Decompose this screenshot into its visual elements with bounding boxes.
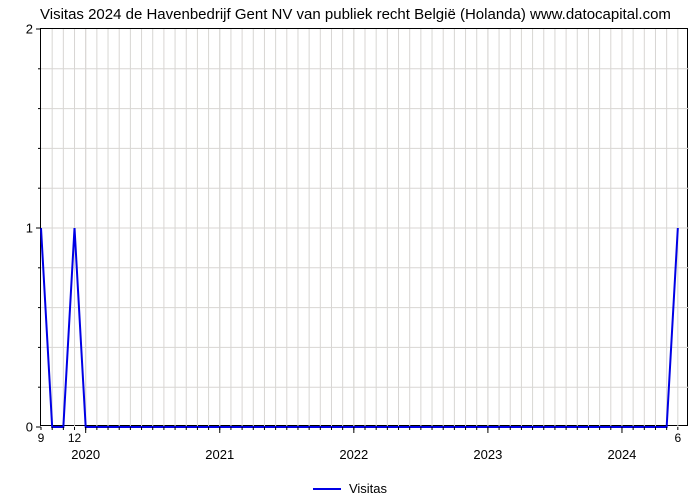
x-tick-label-major: 2022 xyxy=(339,447,368,462)
y-tick-label: 2 xyxy=(26,22,33,37)
x-tick-label-minor: 12 xyxy=(68,431,81,445)
x-tick-label-minor: 9 xyxy=(38,431,45,445)
plot-area: 012202020212022202320249126 xyxy=(40,28,688,426)
legend-swatch xyxy=(313,488,341,490)
chart-title: Visitas 2024 de Havenbedrijf Gent NV van… xyxy=(40,6,690,23)
plot-svg xyxy=(41,29,689,427)
x-tick-label-major: 2024 xyxy=(607,447,636,462)
x-tick-label-major: 2021 xyxy=(205,447,234,462)
y-tick-label: 1 xyxy=(26,221,33,236)
x-tick-label-major: 2023 xyxy=(473,447,502,462)
legend-label: Visitas xyxy=(349,481,387,496)
x-tick-label-minor: 6 xyxy=(674,431,681,445)
y-tick-label: 0 xyxy=(26,420,33,435)
series-line-visitas xyxy=(41,228,678,427)
legend: Visitas xyxy=(0,481,700,496)
x-tick-label-major: 2020 xyxy=(71,447,100,462)
chart-root: Visitas 2024 de Havenbedrijf Gent NV van… xyxy=(0,0,700,500)
